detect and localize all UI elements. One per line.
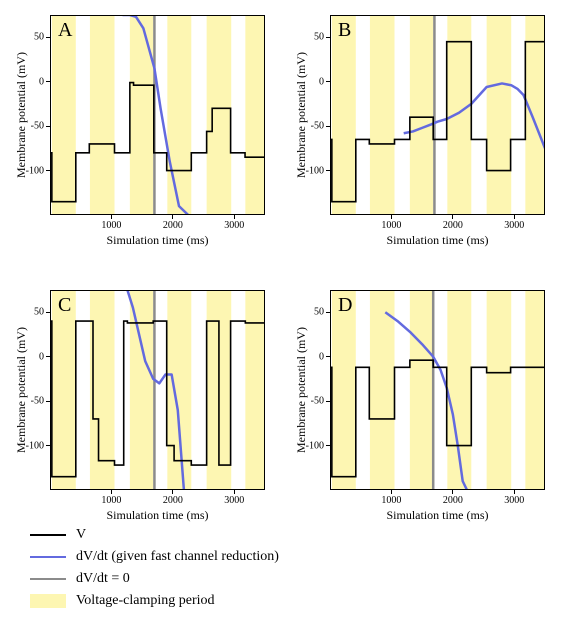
y-tick-mark [326, 37, 330, 38]
x-tick-label: 3000 [504, 495, 524, 506]
legend-item: V [30, 525, 279, 545]
x-tick-label: 1000 [101, 220, 121, 231]
y-tick-mark [326, 445, 330, 446]
legend-swatch-line [30, 556, 66, 558]
x-tick-mark [172, 490, 173, 494]
x-tick-mark [111, 490, 112, 494]
legend-item: Voltage-clamping period [30, 591, 279, 611]
voltage-clamp-band [410, 15, 433, 215]
voltage-clamp-band [447, 15, 471, 215]
y-tick-mark [46, 312, 50, 313]
voltage-clamp-band [90, 15, 115, 215]
v-trace [50, 83, 265, 202]
panel-B: B100020003000-100-50050Simulation time (… [330, 15, 545, 215]
x-tick-label: 1000 [381, 495, 401, 506]
voltage-clamp-band [410, 290, 433, 490]
x-axis-label: Simulation time (ms) [330, 508, 545, 523]
y-axis-label: Membrane potential (mV) [294, 290, 309, 490]
x-tick-label: 2000 [443, 220, 463, 231]
legend-swatch-line [30, 578, 66, 580]
legend-label: V [76, 527, 86, 543]
y-tick-mark [46, 445, 50, 446]
y-axis-label: Membrane potential (mV) [14, 290, 29, 490]
voltage-clamp-band [245, 290, 265, 490]
panel-C: C100020003000-100-50050Simulation time (… [50, 290, 265, 490]
y-tick-mark [326, 126, 330, 127]
x-tick-mark [514, 490, 515, 494]
x-tick-label: 3000 [504, 220, 524, 231]
voltage-clamp-band [370, 15, 395, 215]
y-tick-mark [326, 81, 330, 82]
panel-D: D100020003000-100-50050Simulation time (… [330, 290, 545, 490]
x-tick-label: 2000 [443, 495, 463, 506]
y-tick-mark [326, 312, 330, 313]
plot-svg [50, 15, 265, 215]
x-axis-label: Simulation time (ms) [50, 233, 265, 248]
y-tick-mark [46, 356, 50, 357]
y-tick-mark [46, 37, 50, 38]
x-tick-label: 2000 [163, 220, 183, 231]
x-axis-label: Simulation time (ms) [50, 508, 265, 523]
y-tick-mark [46, 170, 50, 171]
x-tick-label: 1000 [381, 220, 401, 231]
x-axis-label: Simulation time (ms) [330, 233, 545, 248]
plot-svg [330, 290, 545, 490]
voltage-clamp-band [130, 15, 153, 215]
voltage-clamp-band [332, 15, 356, 215]
plot-area [50, 290, 265, 490]
x-tick-mark [391, 490, 392, 494]
voltage-clamp-band [130, 290, 153, 490]
x-tick-label: 3000 [224, 220, 244, 231]
x-tick-mark [452, 215, 453, 219]
voltage-clamp-band [245, 15, 265, 215]
y-tick-mark [326, 170, 330, 171]
y-tick-mark [326, 401, 330, 402]
voltage-clamp-band [525, 15, 545, 215]
v-trace [330, 360, 545, 476]
y-tick-mark [46, 126, 50, 127]
v-trace [50, 321, 265, 477]
plot-area [330, 290, 545, 490]
x-tick-label: 3000 [224, 495, 244, 506]
voltage-clamp-band [52, 15, 76, 215]
voltage-clamp-band [525, 290, 545, 490]
plot-area [330, 15, 545, 215]
y-tick-mark [46, 81, 50, 82]
x-tick-label: 1000 [101, 495, 121, 506]
y-axis-label: Membrane potential (mV) [294, 15, 309, 215]
panel-A: A100020003000-100-50050Simulation time (… [50, 15, 265, 215]
legend: VdV/dt (given fast channel reduction) dV/… [30, 525, 279, 613]
legend-swatch-box [30, 594, 66, 608]
legend-item: dV/dt = 0 [30, 569, 279, 589]
y-tick-mark [46, 401, 50, 402]
y-tick-mark [326, 356, 330, 357]
voltage-clamp-band [167, 15, 191, 215]
voltage-clamp-band [370, 290, 395, 490]
x-tick-mark [514, 215, 515, 219]
voltage-clamp-band [487, 15, 512, 215]
x-tick-mark [452, 490, 453, 494]
legend-label: dV/dt (given fast channel reduction) [76, 549, 279, 565]
x-tick-mark [234, 215, 235, 219]
voltage-clamp-band [487, 290, 512, 490]
voltage-clamp-band [207, 15, 232, 215]
plot-svg [50, 290, 265, 490]
legend-label: Voltage-clamping period [76, 593, 215, 609]
y-axis-label: Membrane potential (mV) [14, 15, 29, 215]
voltage-clamp-band [332, 290, 356, 490]
x-tick-mark [172, 215, 173, 219]
x-tick-mark [391, 215, 392, 219]
voltage-clamp-band [52, 290, 76, 490]
x-tick-label: 2000 [163, 495, 183, 506]
legend-swatch-line [30, 534, 66, 536]
plot-svg [330, 15, 545, 215]
plot-area [50, 15, 265, 215]
x-tick-mark [111, 215, 112, 219]
legend-item: dV/dt (given fast channel reduction) [30, 547, 279, 567]
legend-label: dV/dt = 0 [76, 571, 130, 587]
x-tick-mark [234, 490, 235, 494]
